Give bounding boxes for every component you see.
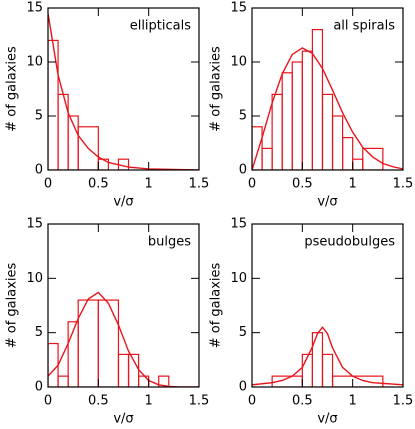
histogram-bar bbox=[97, 158, 110, 170]
histogram-bar bbox=[301, 353, 314, 387]
x-axis-label: v/σ bbox=[317, 412, 337, 427]
x-tick-label: 1 bbox=[349, 177, 357, 192]
annotation: bulges bbox=[148, 235, 191, 250]
y-tick-label: 15 bbox=[230, 1, 247, 16]
y-tick-label: 5 bbox=[35, 109, 43, 124]
x-tick-label: 0 bbox=[44, 394, 52, 409]
y-axis-label: # of galaxies bbox=[209, 262, 224, 348]
x-tick-label: 1 bbox=[145, 177, 153, 192]
histogram-bar bbox=[261, 147, 273, 170]
annotation: pseudobulges bbox=[304, 235, 395, 250]
plot-frame bbox=[47, 223, 200, 388]
histogram-bar bbox=[281, 72, 293, 170]
y-axis-label: # of galaxies bbox=[5, 262, 20, 348]
histogram-bar bbox=[48, 342, 59, 387]
y-axis-label: # of galaxies bbox=[5, 46, 20, 132]
y-tick-label: 0 bbox=[239, 380, 247, 395]
histogram-bar bbox=[342, 137, 354, 170]
histogram-bar bbox=[311, 29, 324, 170]
histogram-bar bbox=[48, 39, 59, 170]
plot-frame bbox=[251, 7, 404, 171]
plot-frame bbox=[251, 223, 404, 388]
histogram-bar bbox=[97, 299, 120, 387]
plot-frame bbox=[47, 7, 200, 171]
histogram-bar bbox=[331, 115, 344, 170]
x-tick-label: 0.5 bbox=[88, 394, 109, 409]
histogram-bar bbox=[321, 353, 334, 387]
y-tick-label: 10 bbox=[230, 55, 247, 70]
y-tick-label: 15 bbox=[26, 217, 43, 232]
x-tick-label: 0.5 bbox=[292, 177, 313, 192]
histogram-bar bbox=[352, 158, 364, 170]
fit-curve bbox=[48, 291, 199, 387]
fit-curve bbox=[252, 47, 403, 170]
x-tick-label: 0 bbox=[248, 394, 256, 409]
histogram-bar bbox=[271, 93, 283, 170]
fit-curve bbox=[252, 326, 403, 386]
histogram-bar bbox=[117, 353, 130, 387]
x-tick-label: 1.5 bbox=[393, 177, 414, 192]
histogram-bar bbox=[321, 93, 334, 170]
histogram-bar bbox=[311, 332, 324, 387]
y-axis-label: # of galaxies bbox=[209, 46, 224, 132]
annotation: ellipticals bbox=[130, 19, 192, 34]
x-tick-label: 0.5 bbox=[88, 177, 109, 192]
x-tick-label: 0.5 bbox=[292, 394, 313, 409]
y-tick-label: 10 bbox=[26, 271, 43, 286]
histogram-bar bbox=[291, 61, 303, 170]
y-tick-label: 5 bbox=[239, 109, 247, 124]
x-tick-label: 0 bbox=[44, 177, 52, 192]
annotation: all spirals bbox=[333, 19, 395, 34]
x-tick-label: 1.5 bbox=[393, 394, 414, 409]
y-tick-label: 0 bbox=[35, 380, 43, 395]
fit-curve bbox=[48, 13, 199, 170]
y-tick-label: 0 bbox=[239, 163, 247, 178]
x-axis-label: v/σ bbox=[113, 412, 133, 427]
y-tick-label: 15 bbox=[26, 1, 43, 16]
y-tick-label: 5 bbox=[35, 325, 43, 340]
y-tick-label: 15 bbox=[230, 217, 247, 232]
y-tick-label: 10 bbox=[230, 271, 247, 286]
x-axis-label: v/σ bbox=[317, 195, 337, 210]
x-tick-label: 0 bbox=[248, 177, 256, 192]
x-tick-label: 1.5 bbox=[189, 177, 210, 192]
x-axis-label: v/σ bbox=[113, 195, 133, 210]
x-tick-label: 1.5 bbox=[189, 394, 210, 409]
histogram-bar bbox=[362, 147, 384, 170]
x-tick-label: 1 bbox=[349, 394, 357, 409]
histogram-bar bbox=[301, 50, 314, 170]
y-tick-label: 5 bbox=[239, 325, 247, 340]
y-tick-label: 10 bbox=[26, 55, 43, 70]
x-tick-label: 1 bbox=[145, 394, 153, 409]
histogram-bar bbox=[77, 126, 99, 170]
histogram-bar bbox=[57, 375, 69, 387]
y-tick-label: 0 bbox=[35, 163, 43, 178]
histogram-bar bbox=[138, 375, 150, 387]
